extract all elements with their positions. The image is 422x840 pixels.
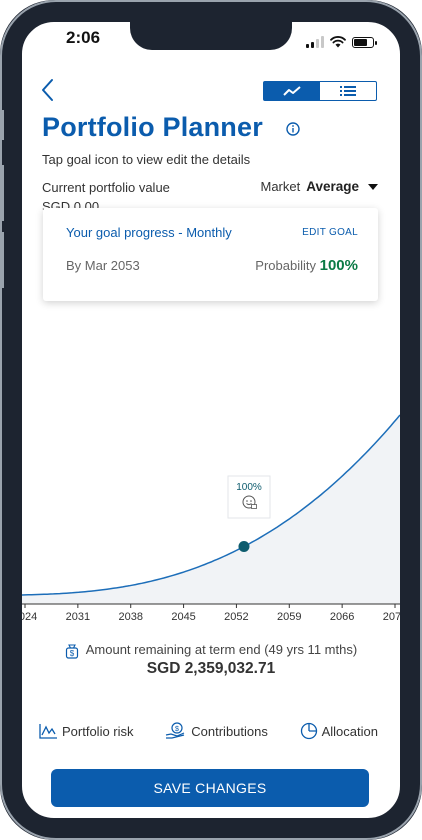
signal-icon xyxy=(306,36,324,48)
back-chevron-icon[interactable] xyxy=(40,78,56,102)
caret-down-icon xyxy=(368,183,378,190)
x-tick-label: 2045 xyxy=(171,611,195,622)
page-subtitle: Tap goal icon to view edit the details xyxy=(42,152,251,167)
edit-goal-link[interactable]: EDIT GOAL xyxy=(302,227,358,238)
goal-probability: Probability 100% xyxy=(255,257,358,274)
svg-text:$: $ xyxy=(175,726,179,733)
goal-progress-card: Your goal progress - Monthly EDIT GOAL B… xyxy=(43,208,378,301)
risk-chart-icon xyxy=(39,724,57,739)
projection-line xyxy=(22,414,400,596)
goal-marker-box xyxy=(227,475,271,519)
app-screen: 2:06 Portfolio Planner xyxy=(22,22,400,818)
goal-marker-label: 100% xyxy=(236,482,262,493)
x-tick-label: 2066 xyxy=(330,611,354,622)
market-selector[interactable]: Market Average xyxy=(260,179,378,194)
portfolio-risk-label: Portfolio risk xyxy=(62,723,134,739)
pie-chart-icon xyxy=(300,722,317,740)
view-toggle xyxy=(263,81,377,101)
hand-coin-icon: $ xyxy=(166,722,185,739)
trend-line-icon xyxy=(283,86,301,96)
x-tick-label: 2031 xyxy=(66,611,90,622)
x-tick-label: 2073 xyxy=(383,611,400,622)
probability-value: 100% xyxy=(319,257,358,274)
x-tick-label: 2052 xyxy=(224,611,248,622)
x-tick-label: 2038 xyxy=(118,611,142,622)
status-time: 2:06 xyxy=(66,28,101,47)
amount-remaining-value: SGD 2,359,032.71 xyxy=(146,660,276,677)
x-tick-label: 2059 xyxy=(277,611,301,622)
money-bag-icon: $ xyxy=(65,644,78,659)
current-portfolio-label: Current portfolio value xyxy=(42,180,170,195)
projection-area xyxy=(22,415,400,604)
info-icon[interactable] xyxy=(286,122,300,136)
x-tick-label: 2024 xyxy=(22,611,37,622)
status-icons xyxy=(306,36,377,48)
svg-text:$: $ xyxy=(70,649,75,658)
amount-remaining-label: Amount remaining at term end (49 yrs 11 … xyxy=(85,642,358,657)
market-value: Average xyxy=(306,179,359,194)
portfolio-risk-button[interactable]: Portfolio risk xyxy=(38,722,134,740)
list-icon xyxy=(340,86,356,96)
planner-actions: Portfolio risk $ Contributions Allocatio… xyxy=(38,722,378,740)
page-title: Portfolio Planner xyxy=(42,112,263,142)
allocation-label: Allocation xyxy=(321,723,378,739)
probability-label: Probability xyxy=(255,258,316,273)
contributions-label: Contributions xyxy=(191,723,268,739)
amount-remaining-row: $ Amount remaining at term end (49 yrs 1… xyxy=(22,642,400,659)
goal-target-date: By Mar 2053 xyxy=(66,258,140,273)
phone-notch xyxy=(130,20,292,50)
goal-face-icon xyxy=(242,495,257,509)
goal-marker[interactable]: 100% xyxy=(227,475,271,553)
portfolio-projection-chart: 2024 2031 2038 2045 2052 2059 2066 2073 100% xyxy=(22,414,400,622)
goal-marker-dot xyxy=(238,541,250,553)
market-label: Market xyxy=(260,179,301,194)
chart-view-button[interactable] xyxy=(264,82,320,100)
allocation-button[interactable]: Allocation xyxy=(300,722,378,740)
list-view-button[interactable] xyxy=(320,82,376,100)
save-changes-button[interactable]: SAVE CHANGES xyxy=(51,769,369,807)
goal-progress-title: Your goal progress - Monthly xyxy=(66,225,232,240)
contributions-button[interactable]: $ Contributions xyxy=(165,722,268,740)
wifi-icon xyxy=(330,36,346,48)
battery-icon xyxy=(352,36,377,48)
